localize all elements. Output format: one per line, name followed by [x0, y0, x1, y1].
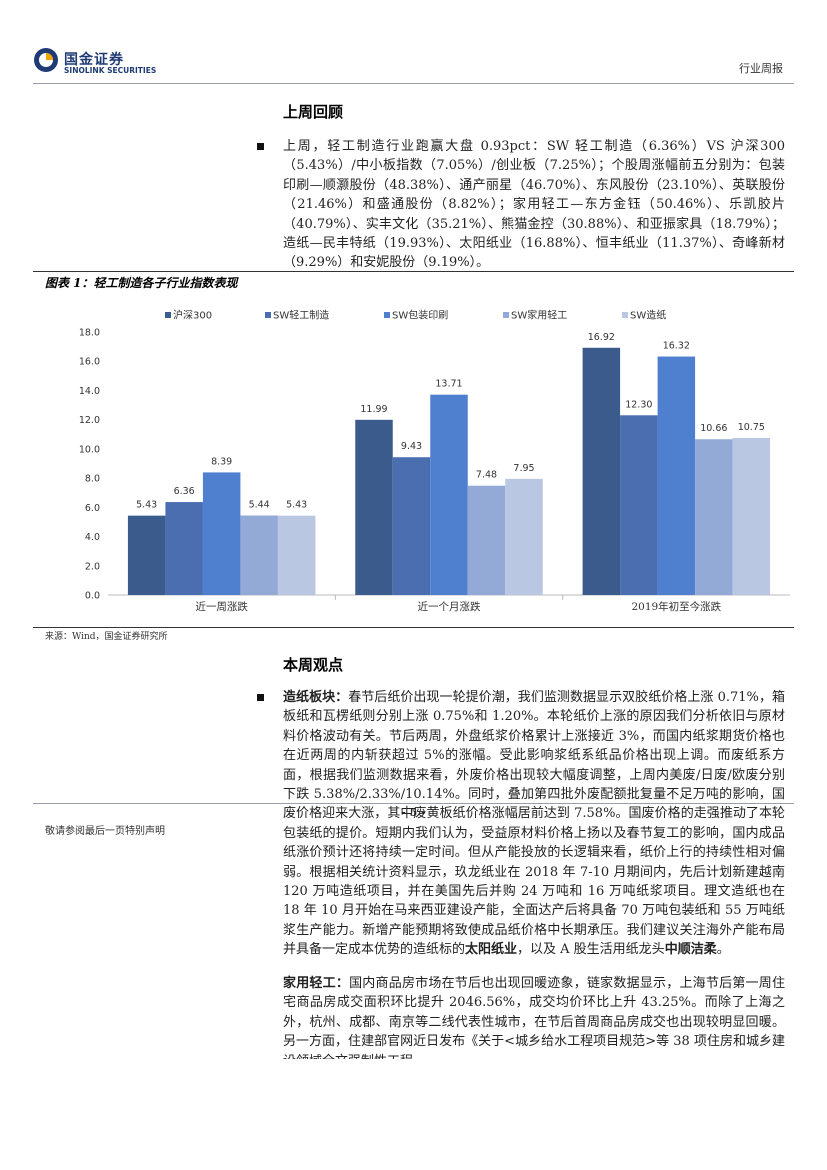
legend-label: SW轻工制造 [273, 309, 329, 322]
bar-value-label: 13.71 [435, 379, 462, 390]
y-tick-label: 6.0 [85, 503, 100, 514]
bar [355, 419, 393, 595]
bar-value-label: 12.30 [625, 399, 652, 410]
bar-value-label: 7.95 [513, 463, 534, 474]
bar-value-label: 9.43 [401, 441, 422, 452]
footer-divider [33, 803, 794, 804]
paper-sector-text: 春节后纸价出现一轮提价潮，我们监测数据显示双胶纸价格上涨 0.71%，箱板纸和瓦… [283, 690, 785, 958]
bar [430, 394, 468, 595]
bar-value-label: 10.66 [700, 423, 727, 434]
legend-label: 沪深300 [173, 309, 212, 322]
disclaimer-note: 敬请参阅最后一页特别声明 [45, 826, 165, 837]
bar-value-label: 10.75 [738, 422, 765, 433]
y-tick-label: 2.0 [85, 561, 100, 572]
household-light-paragraph: 家用轻工：国内商品房市场在节后也出现回暖迹象，链家数据显示，上海节后第一周住宅商… [283, 974, 785, 1059]
legend-swatch [165, 312, 171, 318]
category-label: 2019年初至今涨跌 [631, 600, 721, 613]
page-number: - 5 - [401, 806, 426, 819]
legend-swatch [384, 312, 390, 318]
bar [582, 347, 621, 595]
logo-english-name: SINOLINK SECURITIES [64, 66, 157, 75]
y-tick-label: 16.0 [79, 357, 100, 368]
bar-value-label: 11.99 [360, 404, 387, 415]
bar [277, 515, 316, 595]
legend-label: SW家用轻工 [511, 309, 567, 322]
bar [695, 439, 733, 595]
figure-source: 来源：Wind，国金证券研究所 [45, 632, 168, 642]
bar [732, 437, 771, 595]
bar-value-label: 5.43 [136, 500, 157, 511]
chart-container: 0.0 2.0 4.0 6.0 8.0 10.0 12.0 14.0 16.0 18.0 近一周涨跌… [45, 298, 794, 626]
bar [505, 478, 543, 595]
last-week-text: 上周，轻工制造行业跑赢大盘 0.93pct：SW 轻工制造（6.36%）VS 沪… [283, 139, 785, 271]
bar [467, 485, 506, 595]
legend-swatch [503, 312, 509, 318]
y-tick-label: 18.0 [79, 328, 100, 339]
bar [392, 457, 431, 595]
paper-sector-label: 造纸板块： [283, 690, 349, 705]
y-tick-label: 0.0 [85, 591, 100, 602]
bar-value-label: 7.48 [476, 470, 497, 481]
bar-value-label: 16.92 [588, 332, 615, 343]
legend-label: SW造纸 [630, 309, 666, 322]
header-divider [33, 83, 794, 84]
household-light-text: 国内商品房市场在节后也出现回暖迹象，链家数据显示，上海节后第一周住宅商品房成交面… [283, 976, 785, 1059]
bar-value-label: 16.32 [663, 341, 690, 352]
legend-swatch [622, 312, 628, 318]
legend-swatch [265, 312, 271, 318]
report-type-label: 行业周报 [739, 62, 783, 75]
paper-sector-paragraph: 造纸板块：春节后纸价出现一轮提价潮，我们监测数据显示双胶纸价格上涨 0.71%，… [257, 688, 785, 960]
paper-sector-text-3: 。 [716, 942, 730, 958]
figure-top-rule [33, 271, 794, 272]
bullet-square-icon [257, 143, 264, 150]
bullet-square-icon [257, 694, 264, 701]
bar [165, 502, 203, 595]
household-light-label: 家用轻工： [283, 976, 350, 991]
figure-title: 图表 1：轻工制造各子行业指数表现 [45, 276, 238, 290]
bar [657, 356, 696, 595]
bar-value-label: 5.44 [249, 500, 270, 511]
highlight-stock-1: 太阳纸业 [465, 942, 518, 958]
y-tick-label: 12.0 [79, 415, 100, 426]
section-title-last-week: 上周回顾 [283, 103, 344, 121]
highlight-stock-2: 中顺洁柔 [664, 942, 717, 958]
legend-label: SW包装印刷 [392, 309, 448, 322]
paper-sector-text-2: ，以及 A 股生活用纸龙头 [517, 942, 665, 958]
bar-value-label: 8.39 [211, 456, 232, 467]
bar-value-label: 6.36 [174, 486, 195, 497]
category-label: 近一周涨跌 [195, 600, 248, 613]
last-week-paragraph: 上周，轻工制造行业跑赢大盘 0.93pct：SW 轻工制造（6.36%）VS 沪… [257, 137, 785, 273]
y-tick-label: 4.0 [85, 532, 100, 543]
figure-bottom-rule [33, 627, 794, 628]
y-tick-label: 10.0 [79, 444, 100, 455]
y-tick-label: 8.0 [85, 474, 100, 485]
bar [240, 515, 278, 595]
category-label: 近一个月涨跌 [418, 600, 481, 613]
bar-value-label: 5.43 [286, 500, 307, 511]
bar [127, 515, 166, 595]
bar [202, 472, 241, 595]
bar-chart: 0.0 2.0 4.0 6.0 8.0 10.0 12.0 14.0 16.0 18.0 近一周涨跌… [79, 309, 790, 613]
logo-chinese-name: 国金证券 [64, 52, 124, 68]
logo-mark-icon [34, 48, 58, 72]
bar [620, 415, 658, 595]
y-tick-label: 14.0 [79, 386, 100, 397]
company-logo: 国金证券 SINOLINK SECURITIES [33, 47, 157, 77]
section-title-this-week: 本周观点 [283, 656, 344, 674]
